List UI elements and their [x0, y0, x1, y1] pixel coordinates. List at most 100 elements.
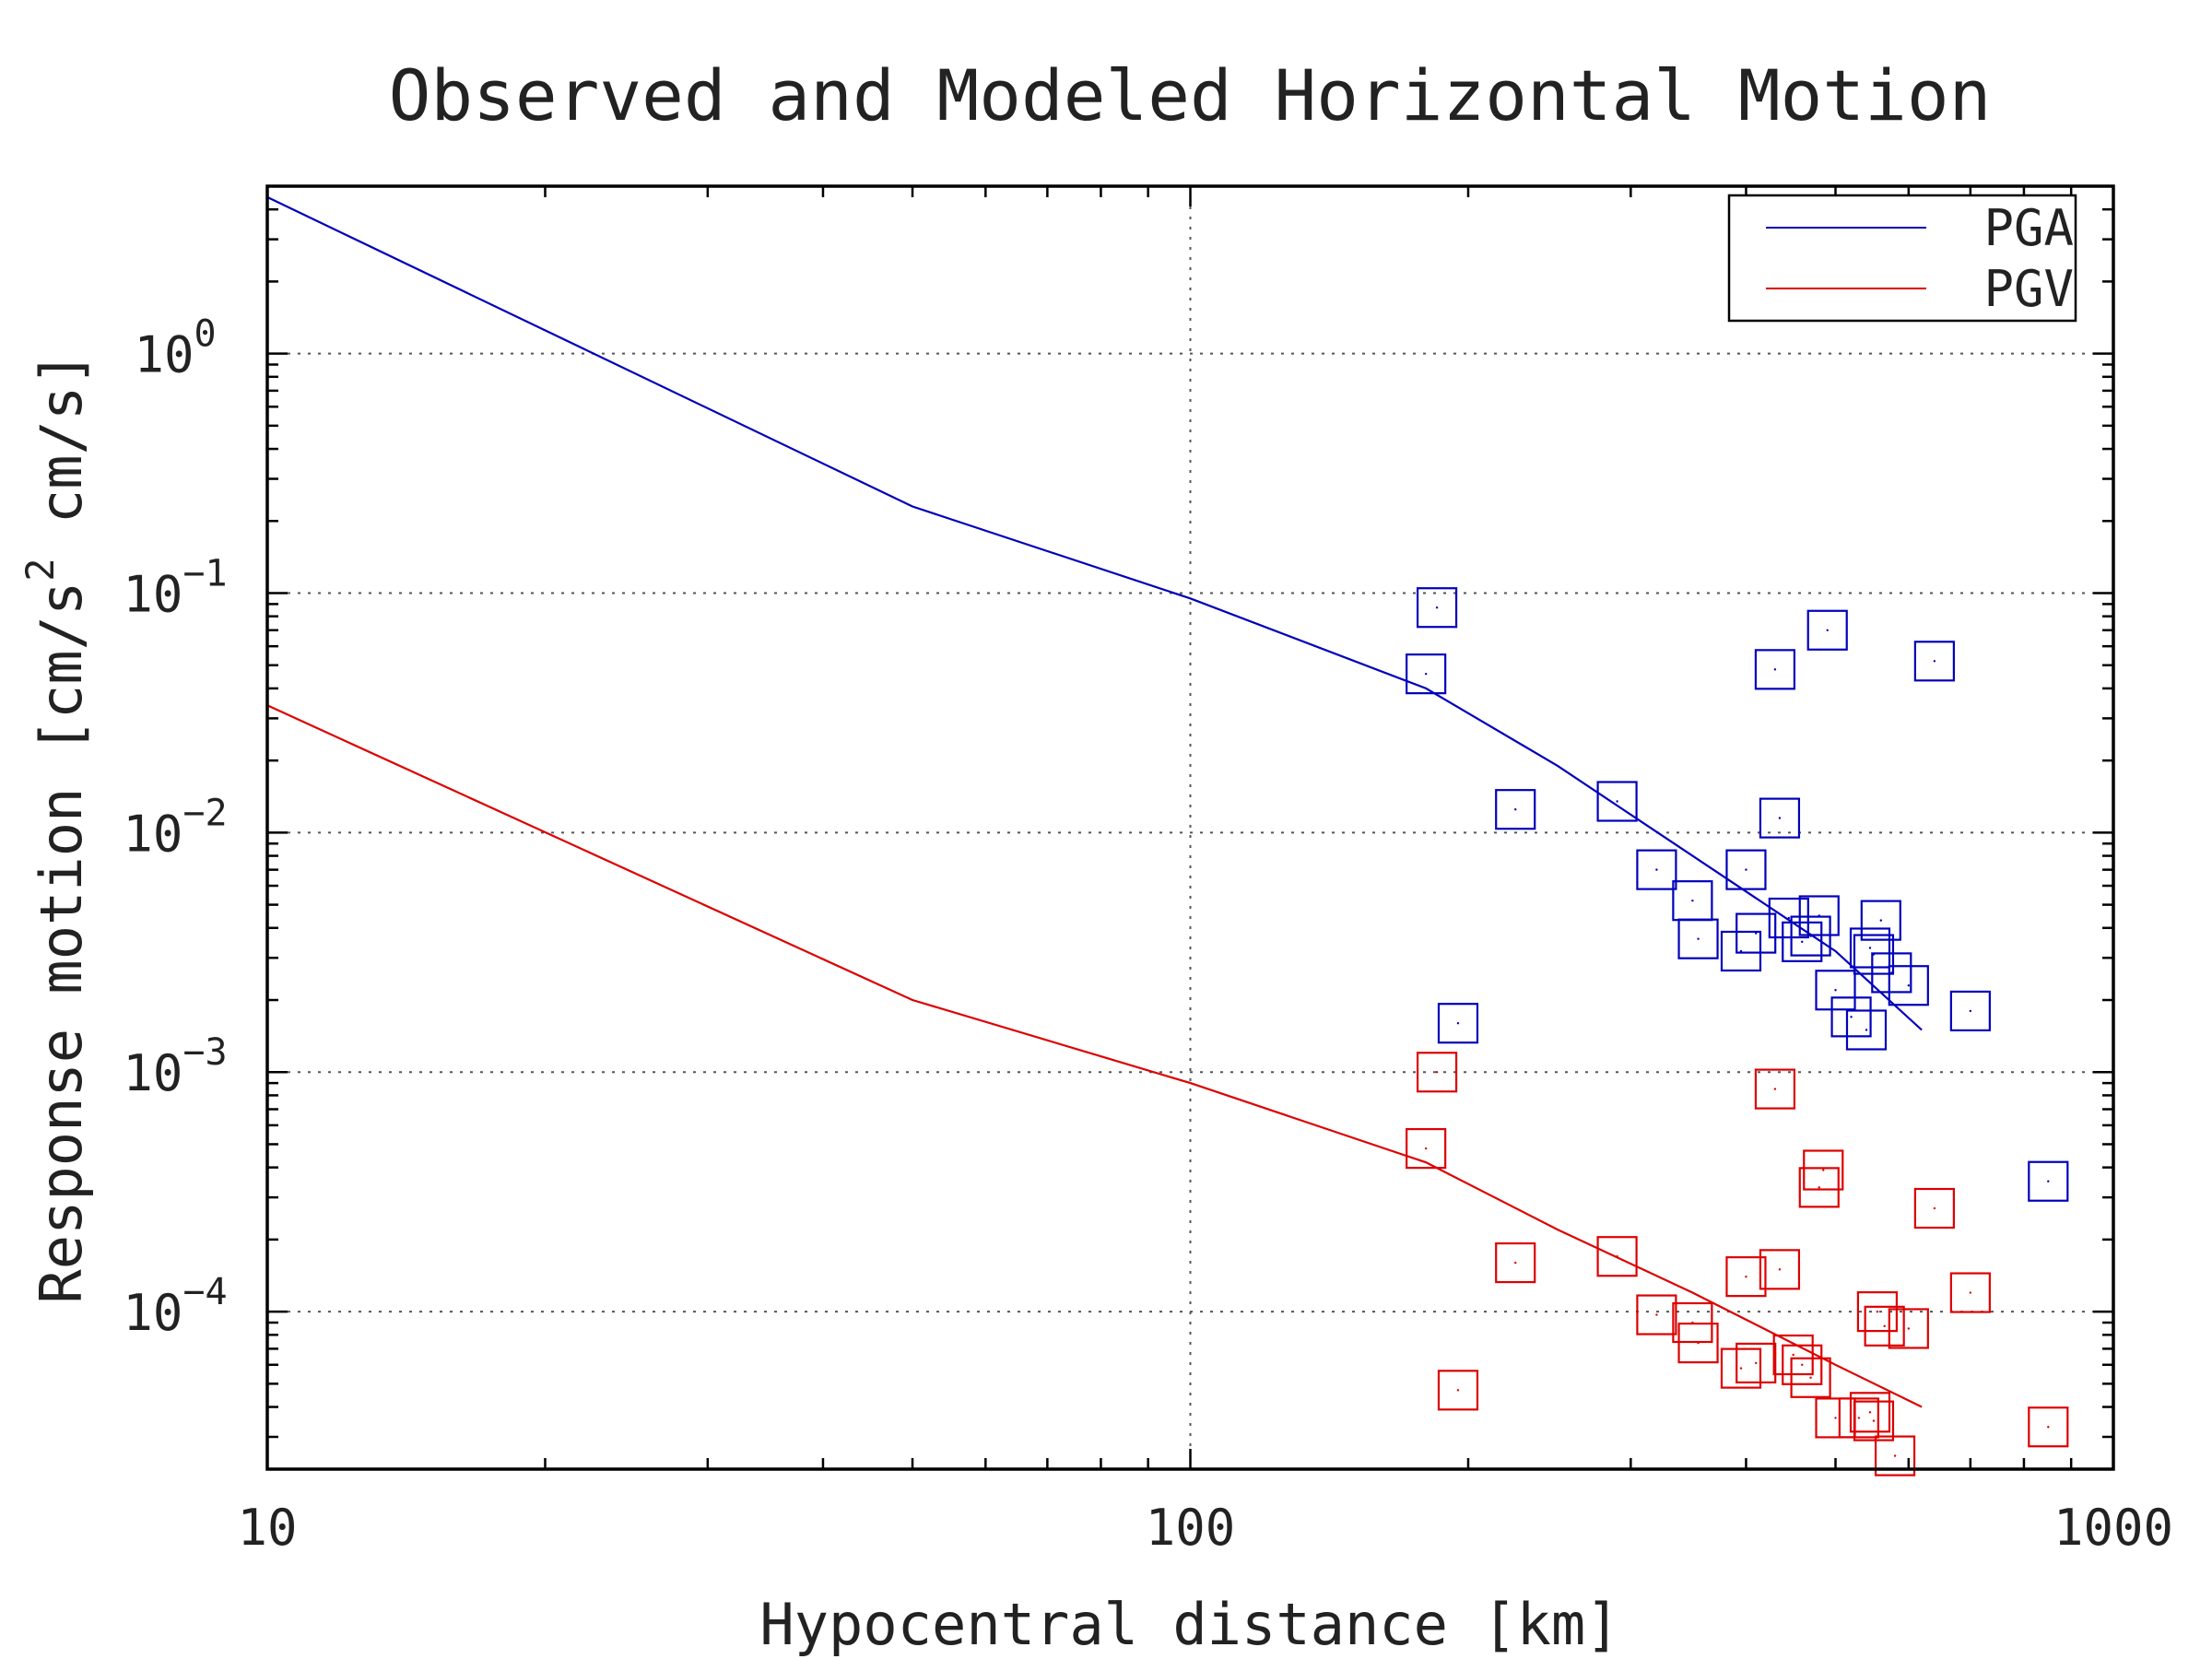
legend-label-pgv: PGV — [1983, 260, 2074, 318]
data-point-pgv — [1636, 1294, 1677, 1335]
data-point-pgv — [1754, 1068, 1796, 1110]
data-point-pga — [1754, 649, 1796, 690]
data-point-pgv — [1798, 1167, 1840, 1208]
data-point-center-pgv — [1809, 1376, 1812, 1379]
data-point-center-pgv — [1773, 1088, 1777, 1090]
data-point-pga — [1830, 996, 1872, 1038]
data-point-pga — [1871, 952, 1912, 994]
legend-label-pga: PGA — [1983, 199, 2074, 257]
data-point-center-pgv — [1818, 1186, 1820, 1189]
data-point-center-pgv — [1801, 1363, 1804, 1366]
data-point-center-pga — [1868, 947, 1872, 949]
data-point-center-pgv — [1456, 1389, 1460, 1392]
data-point-center-pga — [1801, 940, 1804, 944]
data-point-pgv — [1888, 1308, 1929, 1349]
data-point-center-pga — [1818, 914, 1820, 917]
data-point-pgv — [1790, 1357, 1831, 1398]
data-point-center-pgv — [1834, 1417, 1837, 1419]
plot-frame — [265, 184, 2115, 1471]
data-point-center-pgv — [1969, 1291, 1972, 1294]
data-point-pga — [1636, 849, 1677, 890]
y-axis-label-main: Response motion [cm/s — [28, 582, 95, 1304]
data-point-center-pga — [1850, 1016, 1853, 1018]
data-point-pgv — [1406, 1127, 1447, 1170]
data-point-pga — [1782, 921, 1823, 962]
data-point-center-pgv — [2047, 1426, 2050, 1429]
data-point-center-pga — [1655, 868, 1658, 871]
data-point-pga — [1406, 653, 1447, 695]
data-point-pgv — [2028, 1406, 2069, 1448]
data-point-pga — [1495, 789, 1536, 830]
data-point-center-pga — [1826, 629, 1829, 631]
data-point-pga — [1806, 609, 1848, 651]
data-point-center-pgv — [1697, 1341, 1700, 1345]
data-point-pgv — [1677, 1322, 1719, 1364]
data-point-pga — [1798, 895, 1840, 936]
data-point-pgv — [1772, 1334, 1814, 1376]
data-point-pga — [1949, 990, 1991, 1032]
data-point-pga — [1860, 900, 1901, 941]
data-point-center-pgv — [1868, 1411, 1872, 1414]
data-point-center-pga — [1787, 916, 1791, 920]
data-point-pgv — [1725, 1256, 1767, 1298]
y-axis-label-end: cm/s] — [28, 351, 95, 558]
data-point-pga — [1720, 930, 1762, 972]
data-point-pga — [2028, 1160, 2069, 1202]
data-point-center-pga — [1755, 932, 1758, 935]
data-point-center-pga — [1773, 668, 1777, 671]
data-point-pgv — [1596, 1236, 1638, 1277]
x-axis-label: Hypocentral distance [km] — [759, 1591, 1619, 1658]
data-point-center-pga — [1456, 1022, 1460, 1025]
data-point-pgv — [1803, 1149, 1844, 1191]
data-point-center-pgv — [1739, 1367, 1743, 1370]
data-point-center-pgv — [1822, 1169, 1825, 1171]
y-axis-label: Response motion [cm/s2 cm/s] — [18, 351, 95, 1303]
data-point-center-pga — [1514, 807, 1517, 811]
y-tick-label: 10−1 — [123, 553, 227, 624]
data-point-center-pga — [1933, 660, 1936, 663]
data-point-center-pga — [1834, 989, 1837, 992]
data-point-pga — [1913, 641, 1955, 682]
data-point-pgv — [1437, 1370, 1479, 1411]
data-point-center-pgv — [1655, 1313, 1658, 1316]
data-point-center-pga — [1697, 937, 1700, 940]
x-tick-label: 10 — [237, 1499, 297, 1557]
data-point-center-pga — [1616, 800, 1618, 803]
data-point-pgv — [1495, 1241, 1536, 1284]
data-point-pga — [1416, 587, 1458, 629]
data-point-center-pgv — [1792, 1353, 1794, 1357]
data-point-pgv — [1838, 1397, 1879, 1439]
data-point-pgv — [1720, 1347, 1762, 1389]
data-point-pgv — [1759, 1249, 1801, 1290]
data-point-pga — [1759, 797, 1801, 839]
data-point-pgv — [1913, 1187, 1955, 1230]
data-point-center-pgv — [1876, 1310, 1879, 1313]
data-point-center-pga — [1691, 899, 1694, 902]
data-point-pga — [1677, 918, 1719, 959]
data-point-center-pga — [1969, 1009, 1972, 1013]
data-point-center-pgv — [1424, 1147, 1428, 1150]
x-tick-label: 1000 — [2053, 1499, 2173, 1557]
y-axis-label-superscript: 2 — [18, 558, 63, 581]
y-tick-label: 10−2 — [123, 792, 227, 863]
data-point-center-pgv — [1893, 1454, 1897, 1457]
data-point-center-pga — [1890, 971, 1893, 974]
legend-box — [1727, 194, 2077, 323]
data-point-pgv — [1949, 1272, 1991, 1313]
data-point-pgv — [1874, 1435, 1916, 1477]
data-point-pgv — [1864, 1305, 1905, 1347]
data-point-center-pga — [1907, 984, 1911, 987]
data-point-center-pgv — [1778, 1268, 1782, 1271]
data-point-center-pga — [2047, 1180, 2050, 1182]
data-point-pga — [1853, 934, 1895, 975]
data-point-pga — [1725, 849, 1767, 890]
grid-lines — [267, 186, 2113, 1469]
data-point-center-pgv — [1616, 1255, 1618, 1258]
y-tick-label: 100 — [134, 313, 216, 384]
data-point-center-pgv — [1872, 1419, 1876, 1422]
data-point-center-pgv — [1883, 1324, 1886, 1328]
data-point-center-pgv — [1435, 1071, 1439, 1074]
data-point-center-pga — [1865, 1029, 1868, 1031]
data-point-pgv — [1735, 1342, 1777, 1384]
